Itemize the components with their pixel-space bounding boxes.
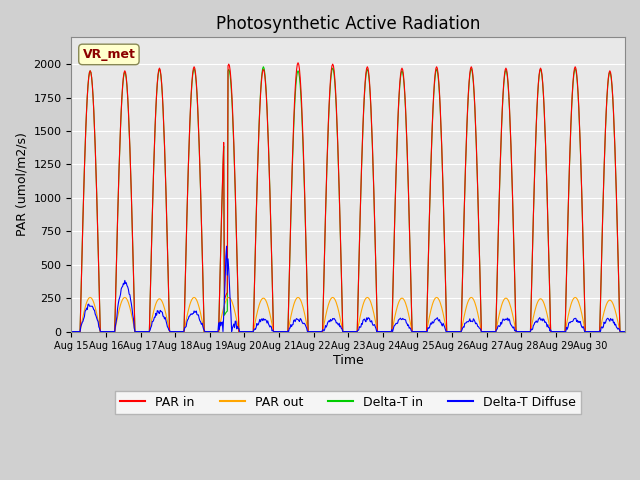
- X-axis label: Time: Time: [333, 354, 364, 367]
- Title: Photosynthetic Active Radiation: Photosynthetic Active Radiation: [216, 15, 481, 33]
- Legend: PAR in, PAR out, Delta-T in, Delta-T Diffuse: PAR in, PAR out, Delta-T in, Delta-T Dif…: [115, 391, 581, 414]
- Y-axis label: PAR (umol/m2/s): PAR (umol/m2/s): [15, 132, 28, 236]
- Text: VR_met: VR_met: [83, 48, 135, 61]
